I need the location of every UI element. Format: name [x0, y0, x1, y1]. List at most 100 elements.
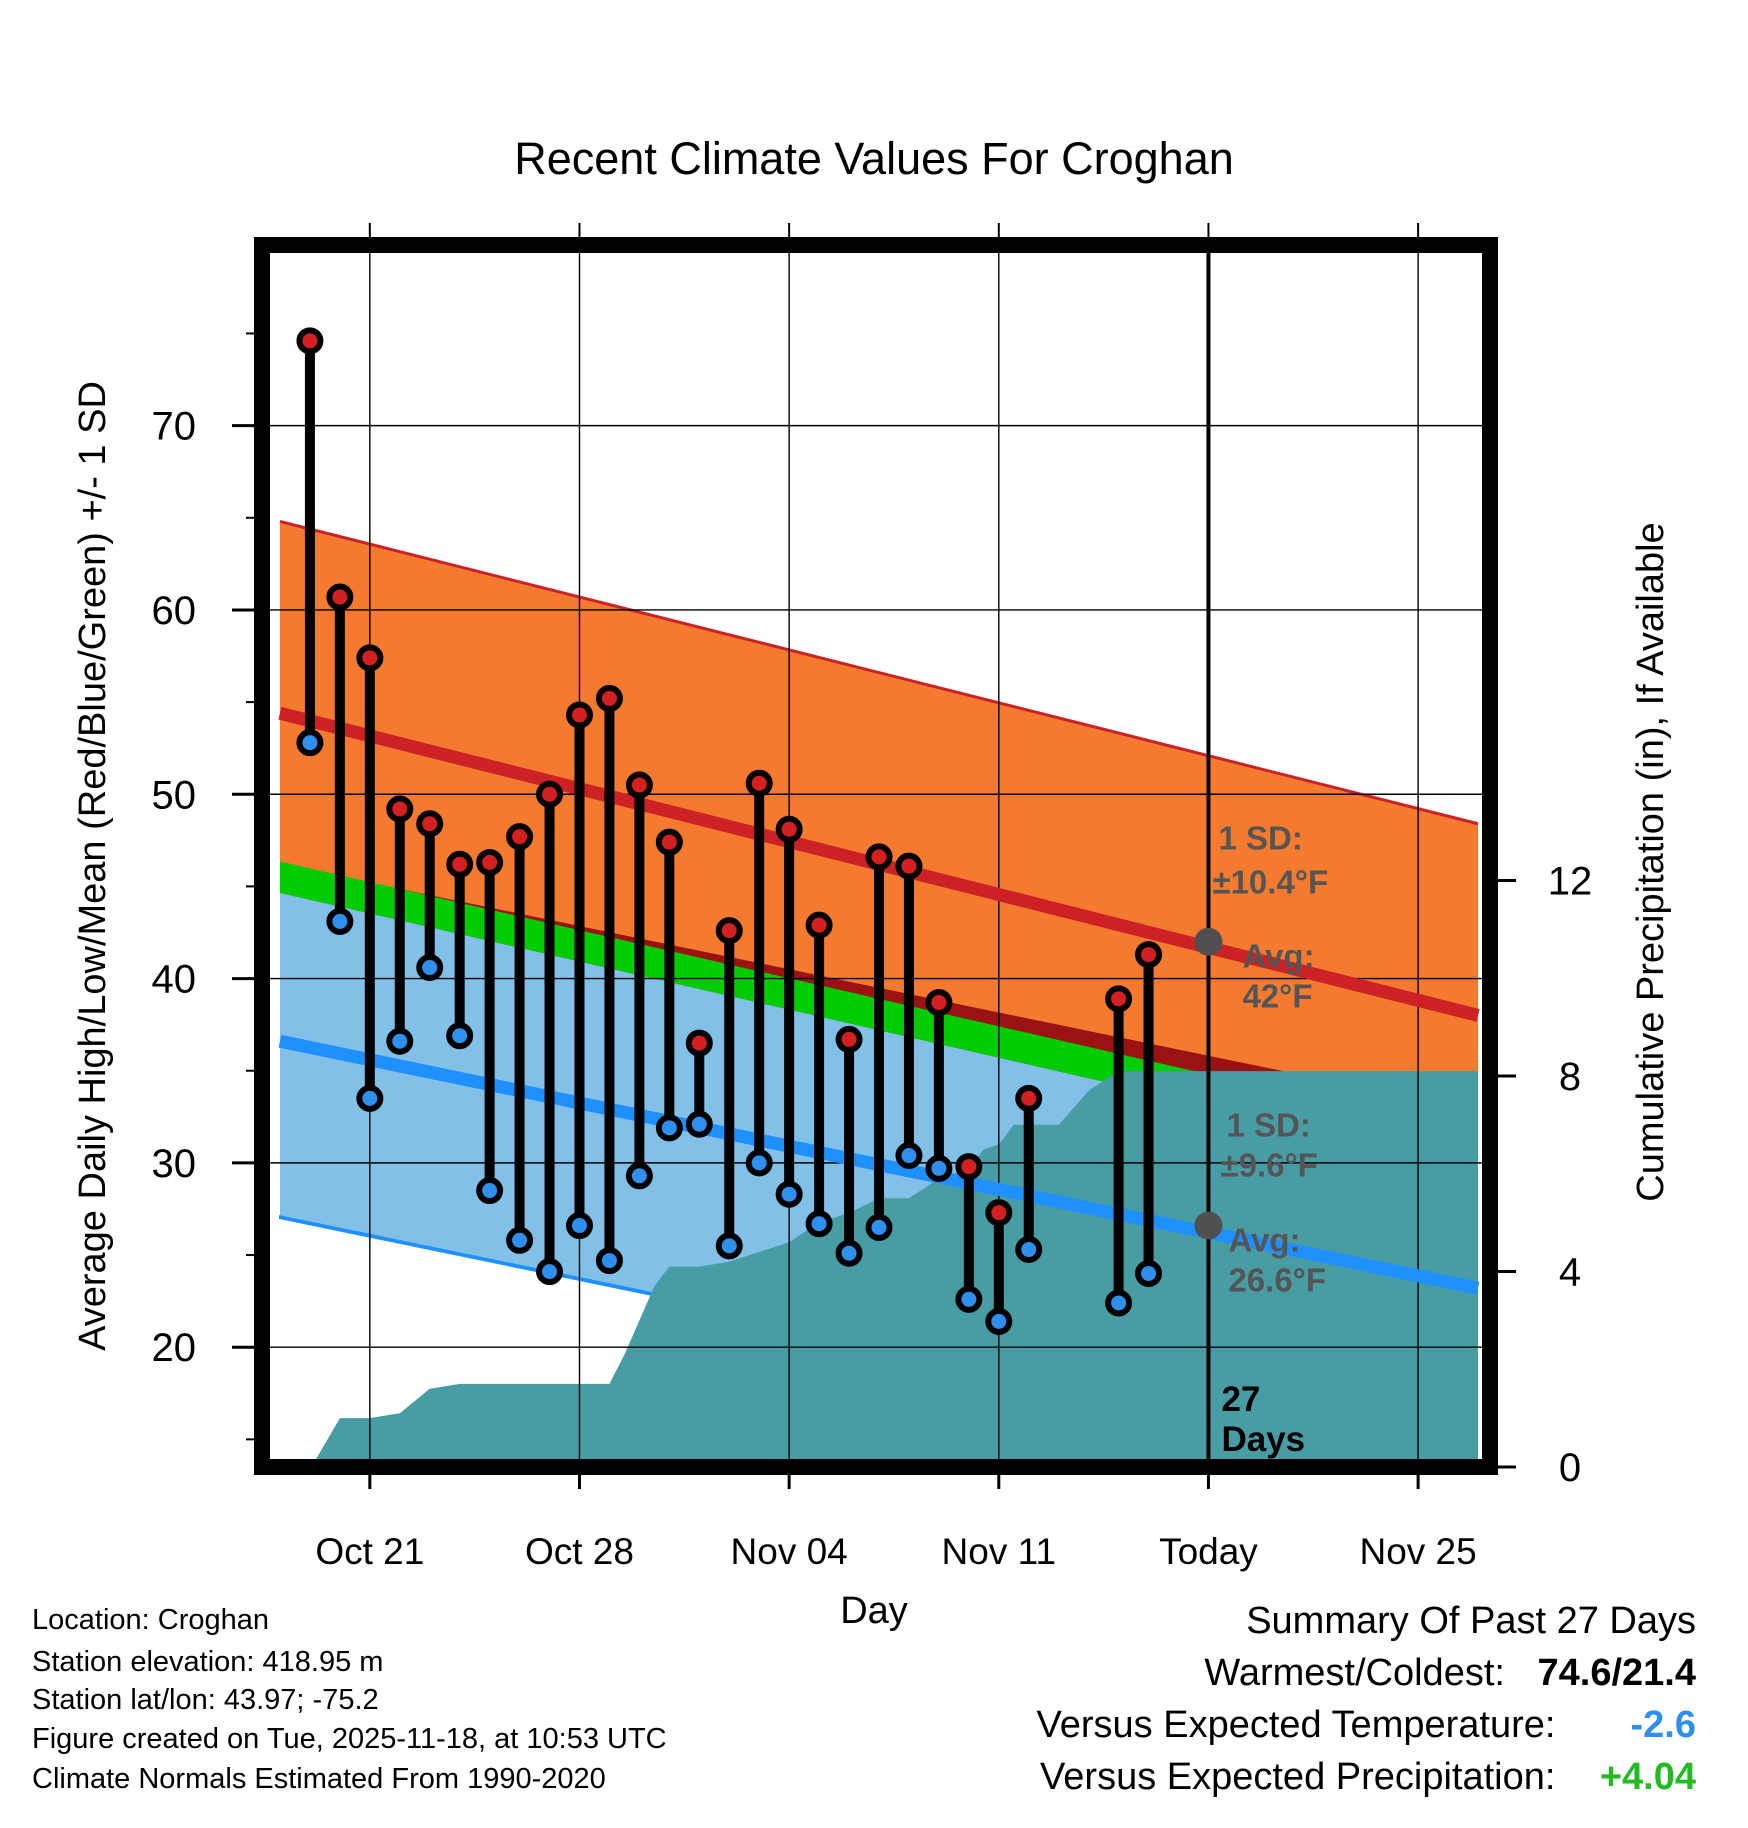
- daily-low-point: [326, 907, 354, 935]
- daily-high-point: [895, 852, 923, 880]
- daily-low-point: [296, 729, 324, 757]
- x-axis-label: Day: [840, 1590, 908, 1632]
- y-tick-label: 60: [152, 589, 197, 633]
- summary-title: Summary Of Past 27 Days: [1246, 1600, 1696, 1642]
- footer-location: Location: Croghan: [32, 1604, 269, 1636]
- plot-frame: [254, 237, 1498, 1475]
- daily-low-point: [805, 1210, 833, 1238]
- y2-tick-label: 12: [1548, 859, 1593, 903]
- high-sd-edge: [279, 520, 1479, 826]
- daily-high-point: [386, 795, 414, 823]
- daily-high-point: [416, 810, 444, 838]
- low-avg-value: 26.6°F: [1228, 1262, 1326, 1299]
- x-tick-label: Nov 25: [1359, 1531, 1476, 1572]
- daily-low-point: [745, 1149, 773, 1177]
- high-avg-label: Avg:: [1242, 938, 1314, 975]
- daily-low-point: [476, 1177, 504, 1205]
- summary-warmest-row: Warmest/Coldest: 74.6/21.4: [1204, 1652, 1696, 1695]
- daily-high-point: [835, 1025, 863, 1053]
- precip-area-fill: [311, 1071, 1478, 1467]
- low-sd-value: ±9.6°F: [1220, 1147, 1317, 1184]
- daily-high-point: [715, 917, 743, 945]
- daily-low-point: [506, 1226, 534, 1254]
- summary-warmest-value: 74.6/21.4: [1537, 1652, 1696, 1694]
- high-avg-value: 42°F: [1242, 978, 1312, 1015]
- high-avg-dot: [1194, 927, 1223, 956]
- precip-area: [311, 1071, 1478, 1467]
- daily-high-point: [985, 1199, 1013, 1227]
- daily-high-point: [745, 769, 773, 797]
- summary-temp-label: Versus Expected Temperature:: [1036, 1704, 1556, 1746]
- y-axis: 20 30 40 50 60 70: [152, 332, 254, 1441]
- daily-high-point: [805, 911, 833, 939]
- x-tick-label: Nov 04: [731, 1531, 848, 1572]
- daily-low-point: [985, 1307, 1013, 1335]
- x-tick-label: Oct 21: [315, 1531, 424, 1572]
- daily-low-point: [685, 1110, 713, 1138]
- daily-low-point: [865, 1213, 893, 1241]
- daily-low-point: [715, 1232, 743, 1260]
- daily-high-point: [625, 771, 653, 799]
- daily-low-point: [565, 1212, 593, 1240]
- low-avg-label: Avg:: [1228, 1222, 1300, 1259]
- daily-high-point: [685, 1029, 713, 1057]
- low-avg-dot: [1194, 1211, 1223, 1240]
- daily-low-point: [1135, 1259, 1163, 1287]
- summary-temp-row: Versus Expected Temperature: -2.6: [1037, 1704, 1696, 1747]
- y-axis-label: Average Daily High/Low/Mean (Red/Blue/Gr…: [72, 381, 114, 1351]
- summary-precip-label: Versus Expected Precipitation:: [1040, 1756, 1556, 1798]
- y2-axis: 0 4 8 12: [1498, 859, 1592, 1490]
- footer-created: Figure created on Tue, 2025-11-18, at 10…: [32, 1723, 667, 1755]
- daily-low-point: [536, 1258, 564, 1286]
- daily-high-point: [925, 989, 953, 1017]
- daily-high-point: [775, 815, 803, 843]
- daily-low-point: [895, 1142, 923, 1170]
- daily-high-point: [446, 850, 474, 878]
- daily-low-point: [416, 954, 444, 982]
- y2-tick-label: 4: [1559, 1250, 1581, 1294]
- daily-high-point: [476, 848, 504, 876]
- daily-high-point: [356, 644, 384, 672]
- x-axis: Oct 21 Oct 28 Nov 04 Nov 11 Today Nov 25: [315, 223, 1477, 1572]
- y2-tick-label: 0: [1559, 1446, 1581, 1490]
- daily-high-point: [1135, 941, 1163, 969]
- daily-high-point: [506, 823, 534, 851]
- y2-tick-label: 8: [1559, 1055, 1581, 1099]
- x-tick-label: Oct 28: [525, 1531, 634, 1572]
- footer-elevation: Station elevation: 418.95 m: [32, 1646, 384, 1678]
- x-tick-label: Today: [1159, 1531, 1258, 1572]
- high-sd-label: 1 SD:: [1218, 820, 1302, 857]
- daily-high-point: [865, 843, 893, 871]
- daily-high-point: [955, 1153, 983, 1181]
- y-tick-label: 30: [152, 1142, 197, 1186]
- summary-precip-row: Versus Expected Precipitation: +4.04: [1040, 1756, 1696, 1799]
- observed-values: [296, 327, 1163, 1335]
- daily-high-point: [1105, 985, 1133, 1013]
- daily-low-point: [655, 1114, 683, 1142]
- daily-low-point: [446, 1022, 474, 1050]
- daily-high-point: [296, 327, 324, 355]
- daily-low-point: [835, 1239, 863, 1267]
- footer-normals: Climate Normals Estimated From 1990-2020: [32, 1763, 606, 1795]
- daily-low-point: [386, 1027, 414, 1055]
- chart-title: Recent Climate Values For Croghan: [514, 133, 1234, 184]
- daily-high-point: [655, 828, 683, 856]
- summary-temp-value: -2.6: [1630, 1704, 1696, 1746]
- high-sd-value: ±10.4°F: [1212, 864, 1328, 901]
- y-tick-label: 20: [152, 1326, 197, 1370]
- daily-high-point: [595, 684, 623, 712]
- y2-axis-label: Cumulative Precipitation (in), If Availa…: [1630, 522, 1672, 1201]
- daily-low-point: [775, 1180, 803, 1208]
- daily-low-point: [925, 1154, 953, 1182]
- summary-precip-value: +4.04: [1599, 1756, 1696, 1798]
- x-tick-label: Nov 11: [942, 1531, 1057, 1572]
- daily-low-point: [595, 1247, 623, 1275]
- y-tick-label: 70: [152, 405, 197, 449]
- days-count-label: 27: [1221, 1380, 1260, 1419]
- daily-low-point: [1015, 1236, 1043, 1264]
- daily-high-point: [326, 583, 354, 611]
- y-tick-label: 40: [152, 958, 197, 1002]
- daily-low-point: [356, 1084, 384, 1112]
